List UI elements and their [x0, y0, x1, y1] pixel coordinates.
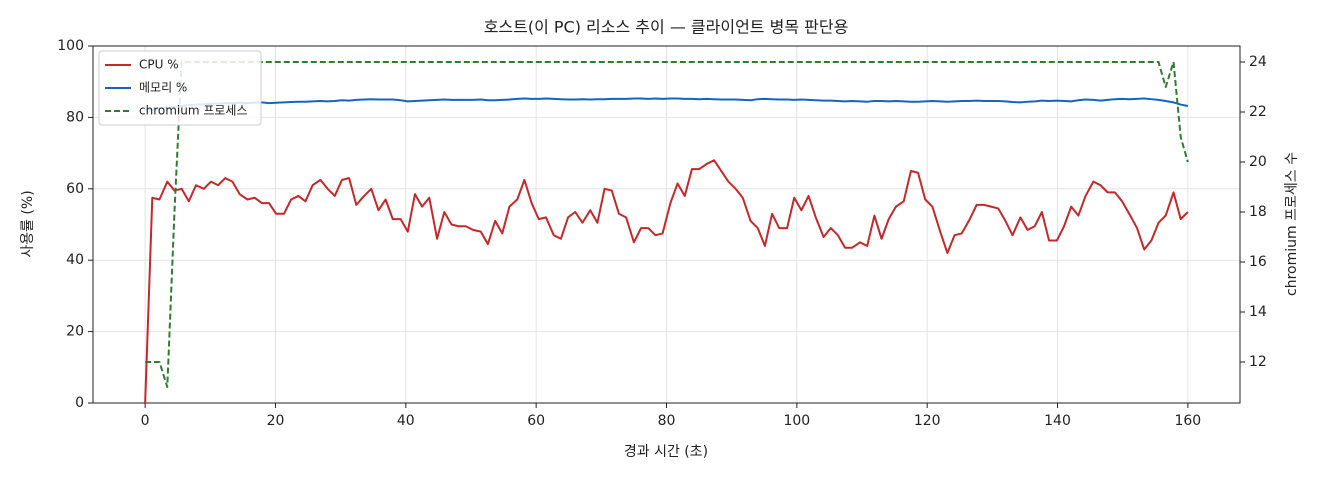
y-tick-label: 60 — [66, 181, 84, 197]
legend-label: 메모리 % — [139, 81, 187, 95]
y-tick-label: 40 — [66, 252, 84, 268]
y2-tick-label: 16 — [1249, 254, 1267, 270]
x-tick-label: 60 — [527, 413, 545, 429]
y-tick-label: 20 — [66, 324, 84, 340]
y-tick-label: 100 — [57, 38, 84, 54]
y2-tick-label: 12 — [1249, 354, 1267, 370]
y2-tick-label: 20 — [1249, 154, 1267, 170]
x-axis-label: 경과 시간 (초) — [624, 444, 708, 460]
y2-tick-label: 22 — [1249, 104, 1267, 120]
x-tick-label: 0 — [141, 413, 150, 429]
series-line — [145, 97, 1189, 112]
x-tick-label: 40 — [397, 413, 415, 429]
plot-frame — [92, 45, 1241, 404]
x-tick-label: 120 — [914, 413, 941, 429]
y2-axis-label: chromium 프로세스 수 — [1284, 152, 1300, 296]
series-line — [145, 61, 1189, 388]
chart-title: 호스트(이 PC) 리소스 추이 — 클라이언트 병목 판단용 — [484, 18, 849, 37]
x-tick-label: 80 — [658, 413, 676, 429]
legend-label: chromium 프로세스 — [139, 104, 248, 118]
y2-tick-label: 18 — [1249, 204, 1267, 220]
legend-box — [98, 50, 262, 126]
y2-tick-label: 24 — [1249, 54, 1267, 70]
x-tick-label: 20 — [267, 413, 285, 429]
y2-tick-label: 14 — [1249, 304, 1267, 320]
y-tick-label: 0 — [75, 395, 84, 411]
x-tick-label: 160 — [1174, 413, 1201, 429]
legend-label: CPU % — [139, 58, 179, 72]
y-tick-label: 80 — [66, 109, 84, 125]
y-axis-label: 사용률 (%) — [20, 190, 36, 257]
series-line — [144, 159, 1189, 404]
x-tick-label: 100 — [783, 413, 810, 429]
x-tick-label: 140 — [1044, 413, 1071, 429]
